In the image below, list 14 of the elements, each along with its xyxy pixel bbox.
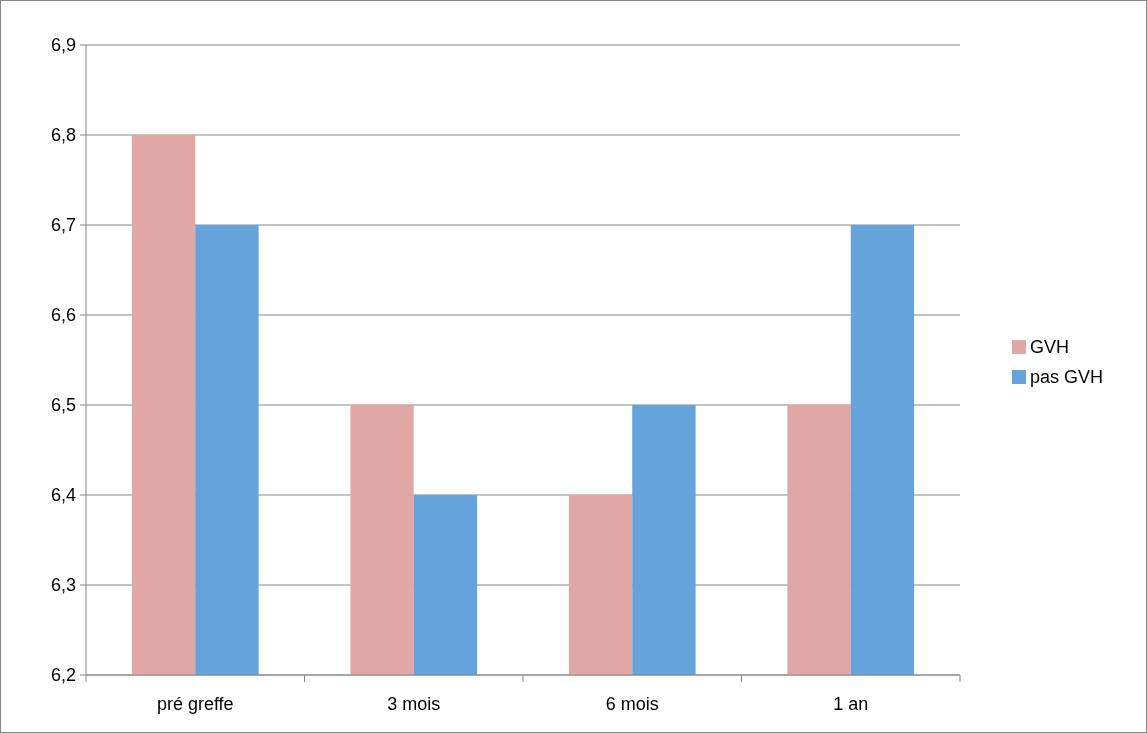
x-tick-label: 6 mois bbox=[605, 694, 659, 714]
y-tick-label: 6,7 bbox=[50, 215, 76, 236]
x-tick-label: 3 mois bbox=[387, 694, 441, 714]
y-tick-label: 6,2 bbox=[50, 665, 76, 686]
legend-label: pas GVH bbox=[1030, 367, 1104, 388]
x-tick-label: 1 an bbox=[833, 694, 869, 714]
y-tick-label: 6,8 bbox=[50, 125, 76, 146]
x-tick-label: pré greffe bbox=[156, 694, 234, 714]
y-tick-label: 6,3 bbox=[50, 575, 76, 596]
y-tick-label: 6,6 bbox=[50, 305, 76, 326]
legend-label: GVH bbox=[1030, 337, 1070, 358]
y-tick-label: 6,4 bbox=[50, 485, 76, 506]
y-tick-label: 6,5 bbox=[50, 395, 76, 416]
y-tick-label: 6,9 bbox=[50, 35, 76, 56]
